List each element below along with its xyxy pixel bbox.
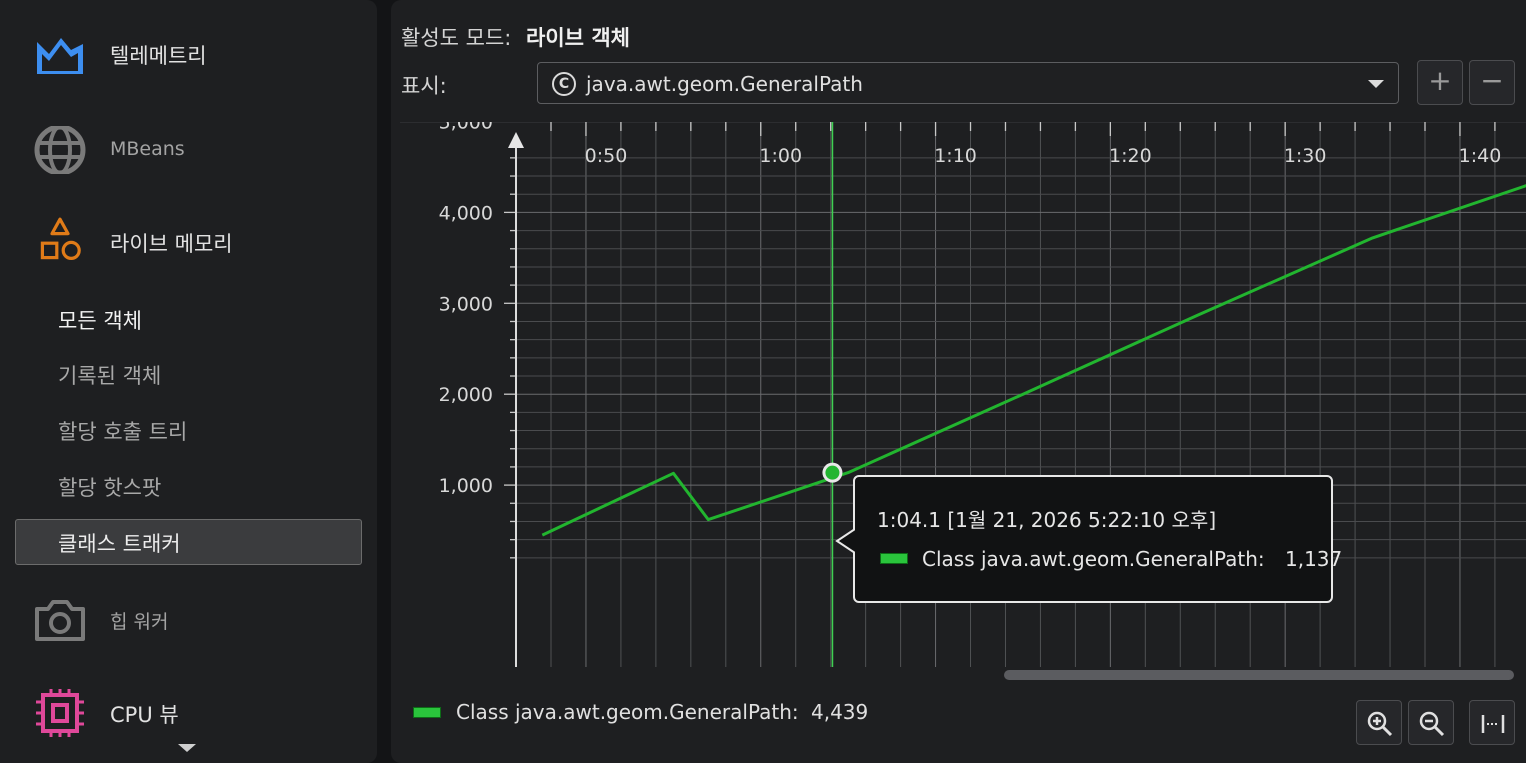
y-tick-label: 1,000 <box>439 475 493 497</box>
class-c-icon: C <box>552 72 576 96</box>
mode-label: 활성도 모드: <box>401 26 512 50</box>
y-tick-label: 4,000 <box>439 202 493 224</box>
tooltip-series: Class java.awt.geom.GeneralPath: 1,137 <box>922 547 1342 571</box>
cpu-chip-icon <box>36 689 84 737</box>
tooltip-series-value: 1,137 <box>1284 547 1343 571</box>
tooltip-pointer <box>835 529 855 553</box>
subnav-label: 기록된 객체 <box>58 364 162 388</box>
series-line <box>541 184 1526 537</box>
chart-cursor <box>822 122 843 667</box>
x-tick-label: 0:50 <box>585 145 628 167</box>
chevron-down-icon <box>1368 80 1384 88</box>
class-tracker-chart[interactable]: 0:50 1:00 1:10 1:20 1:30 1:40 1,000 2,000 3,000 4… <box>400 122 1526 667</box>
legend-entry: Class java.awt.geom.GeneralPath: 4,439 <box>456 700 868 724</box>
fit-width-icon <box>1481 715 1505 733</box>
class-select[interactable]: C java.awt.geom.GeneralPath <box>537 62 1399 104</box>
sidebar: 텔레메트리 MBeans 라이브 메모리 모든 객체 기록된 객체 할당 호출 … <box>0 0 377 763</box>
fit-width-button[interactable] <box>1469 700 1515 745</box>
x-tick-label: 1:40 <box>1459 145 1502 167</box>
chart-grid <box>400 122 1526 667</box>
cursor-marker <box>825 465 840 480</box>
tooltip-series-swatch <box>880 553 908 564</box>
nav-heap-walker[interactable]: 힙 워커 <box>0 589 377 649</box>
legend-label: Class java.awt.geom.GeneralPath: <box>456 700 799 724</box>
subnav-allocation-hotspots[interactable]: 할당 핫스팟 <box>15 463 362 509</box>
zoom-in-icon <box>1367 711 1393 737</box>
nav-mbeans[interactable]: MBeans <box>0 120 377 180</box>
subnav-class-tracker[interactable]: 클래스 트래커 <box>15 519 362 565</box>
subnav-label: 클래스 트래커 <box>58 532 181 556</box>
x-tick-label: 1:10 <box>934 145 977 167</box>
y-tick-label: 2,000 <box>439 384 493 406</box>
subnav-label: 모든 객체 <box>58 309 142 333</box>
data-tooltip: 1:04.1 [1월 21, 2026 5:22:10 오후] Class ja… <box>835 475 1342 603</box>
zoom-out-icon <box>1419 711 1445 737</box>
nav-label-telemetry: 텔레메트리 <box>110 44 207 68</box>
nav-label-mbeans: MBeans <box>110 138 185 160</box>
remove-class-button[interactable]: − <box>1469 60 1515 105</box>
subnav-recorded-objects[interactable]: 기록된 객체 <box>15 351 362 397</box>
class-select-value: java.awt.geom.GeneralPath <box>586 72 863 96</box>
tooltip-time: 1:04.1 [1월 21, 2026 5:22:10 오후] <box>877 508 1217 532</box>
tooltip-series-label: Class java.awt.geom.GeneralPath: <box>922 547 1265 571</box>
camera-icon <box>35 600 85 641</box>
scroll-down-arrow-icon[interactable] <box>178 744 196 752</box>
nav-live-memory[interactable]: 라이브 메모리 <box>0 212 377 272</box>
nav-label-cpu-view: CPU 뷰 <box>110 703 179 727</box>
nav-label-heap-walker: 힙 워커 <box>110 611 169 633</box>
legend-swatch <box>413 707 441 718</box>
add-class-button[interactable]: + <box>1417 60 1463 105</box>
y-axis-arrow-icon <box>508 132 524 148</box>
telemetry-chart-icon <box>37 38 83 74</box>
subnav-all-objects[interactable]: 모든 객체 <box>15 296 362 342</box>
subnav-label: 할당 호출 트리 <box>58 420 188 444</box>
chart-series <box>541 184 1526 537</box>
nav-cpu-view[interactable]: CPU 뷰 <box>0 683 377 743</box>
main-panel: 활성도 모드: 라이브 객체 표시: C java.awt.geom.Gener… <box>391 0 1526 763</box>
y-tick-label: 5,000 <box>439 122 493 134</box>
horizontal-scrollbar[interactable] <box>1004 670 1514 680</box>
globe-icon <box>34 126 86 174</box>
x-tick-label: 1:30 <box>1284 145 1327 167</box>
nav-label-live-memory: 라이브 메모리 <box>110 232 233 256</box>
x-tick-label: 1:20 <box>1109 145 1152 167</box>
y-tick-label: 3,000 <box>439 293 493 315</box>
x-tick-label: 1:00 <box>759 145 802 167</box>
zoom-out-button[interactable] <box>1408 700 1454 745</box>
subnav-allocation-call-tree[interactable]: 할당 호출 트리 <box>15 407 362 453</box>
subnav-label: 할당 핫스팟 <box>58 476 162 500</box>
show-label: 표시: <box>401 74 447 98</box>
shapes-icon <box>40 217 81 260</box>
nav-telemetry[interactable]: 텔레메트리 <box>0 24 377 84</box>
zoom-in-button[interactable] <box>1356 700 1402 745</box>
chart-axes: 0:50 1:00 1:10 1:20 1:30 1:40 1,000 2,000 3,000 4… <box>439 122 1502 667</box>
mode-row: 활성도 모드: 라이브 객체 <box>401 22 630 52</box>
mode-value[interactable]: 라이브 객체 <box>526 26 630 50</box>
legend-value: 4,439 <box>810 700 869 724</box>
